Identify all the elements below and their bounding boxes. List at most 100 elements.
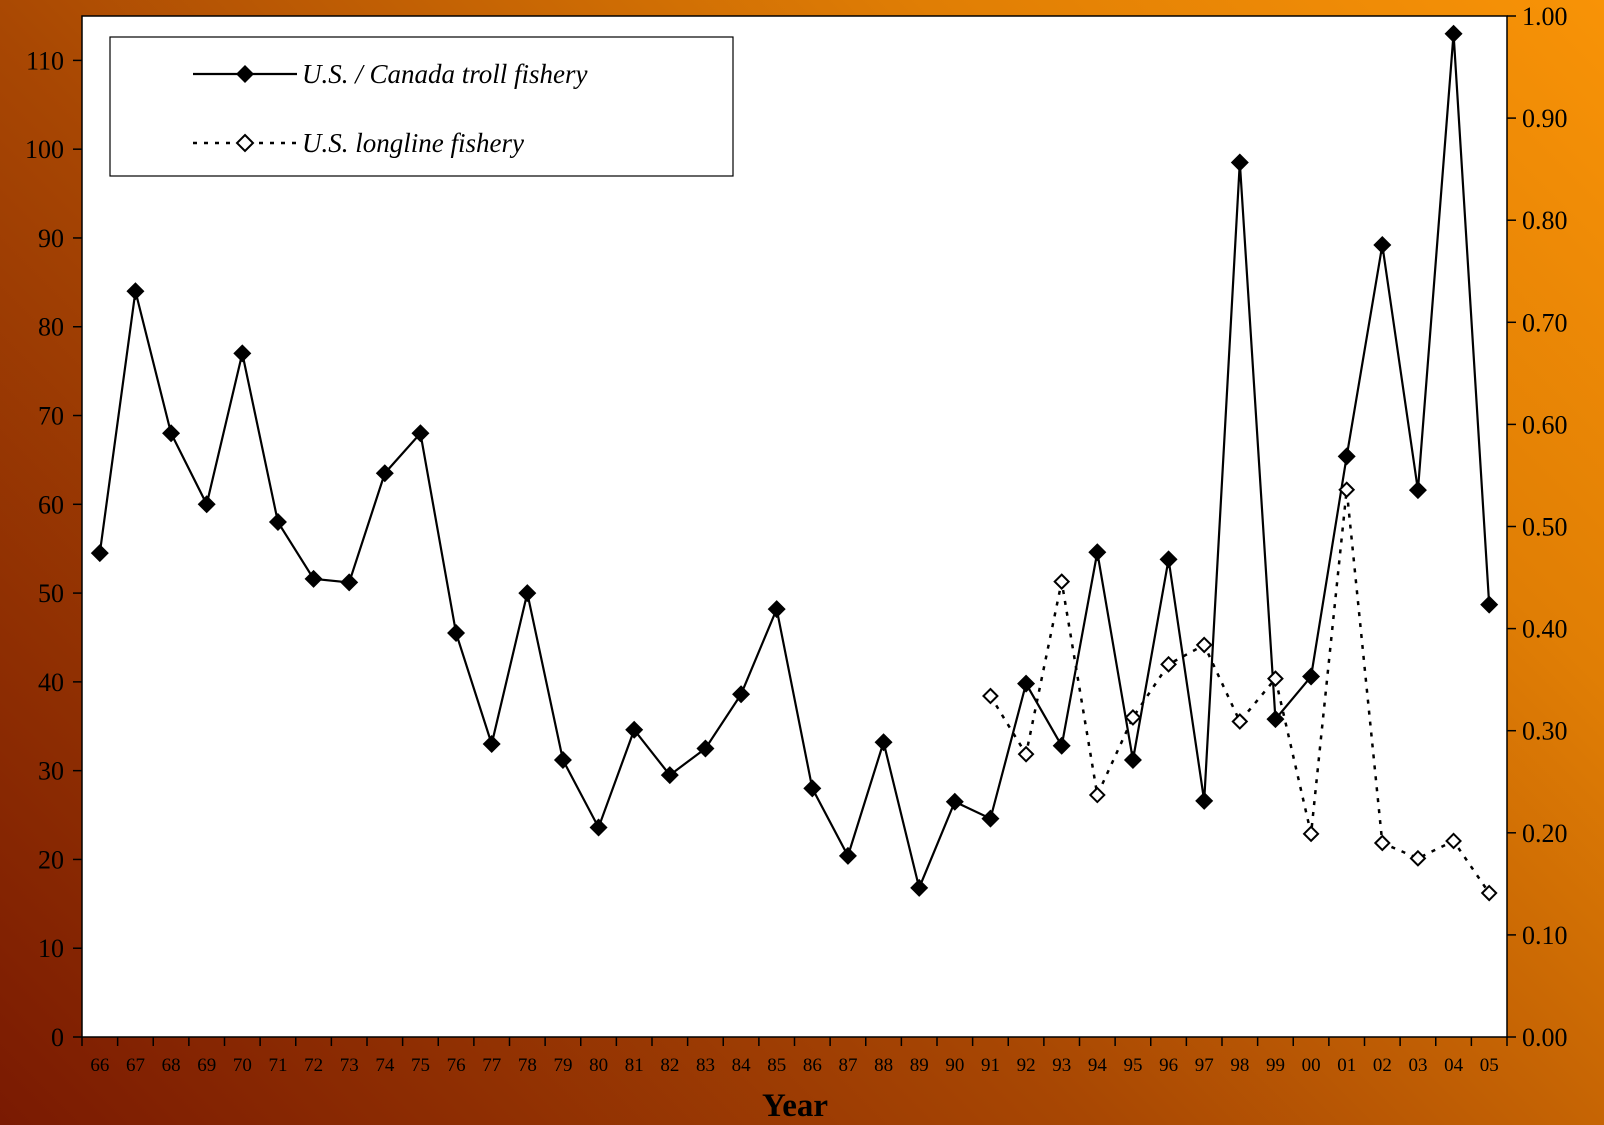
left-y-tick-label: 90: [38, 224, 64, 253]
right-y-tick-label: 0.90: [1522, 104, 1568, 133]
x-tick-label: 77: [482, 1055, 501, 1076]
right-y-tick-label: 0.40: [1522, 615, 1568, 644]
longline-data-point: [1053, 573, 1071, 591]
troll-data-point: [375, 464, 394, 483]
x-tick-label: 74: [375, 1055, 395, 1076]
legend-box: [109, 36, 734, 177]
legend-marker-open-diamond: [235, 133, 255, 153]
x-tick-label: 71: [268, 1055, 287, 1076]
left-y-tick-label: 0: [51, 1023, 64, 1052]
x-tick-label: 78: [518, 1055, 537, 1076]
troll-data-point: [340, 573, 359, 592]
troll-data-point: [589, 818, 608, 837]
longline-data-point: [1124, 709, 1142, 726]
longline-data-point: [1338, 481, 1356, 499]
troll-data-point: [553, 750, 572, 769]
troll-data-point: [1373, 236, 1392, 255]
troll-data-point: [660, 766, 679, 785]
longline-data-point: [1409, 849, 1427, 867]
right-y-tick-label: 0.60: [1522, 410, 1568, 439]
troll-data-point: [482, 735, 501, 754]
troll-data-point: [518, 584, 537, 603]
x-tick-label: 67: [126, 1055, 145, 1076]
x-tick-label: 05: [1480, 1055, 1499, 1076]
legend-marker-filled-diamond: [236, 65, 254, 83]
longline-data-point: [1373, 834, 1391, 852]
troll-data-point: [411, 424, 430, 443]
x-tick-label: 83: [696, 1055, 715, 1076]
troll-data-point: [233, 344, 252, 363]
troll-data-point: [268, 513, 287, 532]
legend-item-troll: U.S. / Canada troll fishery: [193, 59, 588, 89]
longline-data-point: [1017, 745, 1035, 763]
left-y-tick-label: 40: [38, 668, 64, 697]
x-tick-label: 99: [1266, 1055, 1285, 1076]
x-tick-label: 80: [589, 1055, 608, 1076]
x-tick-label: 04: [1444, 1055, 1464, 1076]
left-y-tick-label: 70: [38, 402, 64, 431]
x-axis: 66 67 68 69 70 71 72 73 74 75 76 77 78 79 80 81 82 83 84 85…: [81, 1037, 1508, 1076]
x-tick-label: 88: [874, 1055, 893, 1076]
legend-label-longline: U.S. longline fishery: [302, 128, 524, 158]
left-y-tick-label: 110: [26, 46, 64, 75]
left-y-tick-label: 100: [25, 135, 64, 164]
right-y-tick-label: 0.30: [1522, 717, 1568, 746]
plot-area: [81, 15, 1508, 1038]
x-tick-label: 73: [340, 1055, 359, 1076]
longline-data-point: [1160, 655, 1177, 673]
troll-data-point: [1480, 595, 1499, 614]
longline-data-point: [1195, 636, 1213, 654]
x-tick-label: 86: [803, 1055, 822, 1076]
right-y-tick-label: 0.50: [1522, 513, 1568, 542]
longline-data-point: [1302, 825, 1320, 843]
right-y-tick-label: 0.80: [1522, 206, 1568, 235]
left-y-tick-label: 20: [38, 845, 64, 874]
troll-data-point: [696, 739, 715, 758]
troll-data-point: [732, 685, 751, 704]
left-y-tick-label: 50: [38, 579, 64, 608]
x-tick-label: 90: [945, 1055, 964, 1076]
x-tick-label: 95: [1123, 1055, 1142, 1076]
x-tick-label: 98: [1230, 1055, 1249, 1076]
x-tick-label: 02: [1373, 1055, 1392, 1076]
x-tick-label: 81: [625, 1055, 644, 1076]
x-axis-title: Year: [762, 1088, 828, 1124]
troll-data-point: [1408, 481, 1427, 500]
troll-data-point: [90, 544, 109, 563]
x-tick-label: 87: [838, 1055, 857, 1076]
x-tick-label: 92: [1017, 1055, 1036, 1076]
troll-data-point: [1159, 550, 1178, 569]
troll-data-point: [838, 846, 857, 865]
longline-data-point: [1267, 670, 1284, 688]
left-y-tick-label: 80: [38, 313, 64, 342]
troll-data-point: [1123, 750, 1142, 769]
series-troll-line: [98, 33, 1491, 892]
troll-data-point: [1088, 543, 1107, 562]
longline-data-point: [1088, 786, 1106, 804]
x-tick-label: 82: [660, 1055, 679, 1076]
x-tick-label: 89: [910, 1055, 929, 1076]
troll-data-point: [447, 624, 466, 643]
x-tick-label: 75: [411, 1055, 430, 1076]
legend-label-troll: U.S. / Canada troll fishery: [302, 59, 588, 89]
troll-data-point: [1302, 667, 1321, 686]
longline-data-point: [1445, 832, 1462, 850]
troll-data-point: [945, 792, 964, 811]
longline-data-point: [1480, 884, 1498, 902]
troll-data-point: [803, 779, 822, 798]
left-y-tick-label: 30: [38, 757, 64, 786]
troll-data-point: [197, 495, 216, 514]
right-y-tick-label: 0.10: [1522, 921, 1568, 950]
x-tick-label: 94: [1088, 1055, 1108, 1076]
x-tick-label: 93: [1052, 1055, 1071, 1076]
troll-data-point: [910, 878, 929, 897]
troll-data-point: [162, 424, 181, 443]
troll-data-point: [874, 733, 893, 752]
troll-data-point: [1266, 710, 1285, 729]
troll-data-point: [304, 569, 323, 588]
series-layer: [90, 24, 1499, 902]
right-y-tick-label: 0.20: [1522, 819, 1568, 848]
troll-data-point: [1052, 736, 1071, 755]
troll-data-point: [625, 720, 644, 739]
longline-data-point: [1231, 713, 1249, 730]
